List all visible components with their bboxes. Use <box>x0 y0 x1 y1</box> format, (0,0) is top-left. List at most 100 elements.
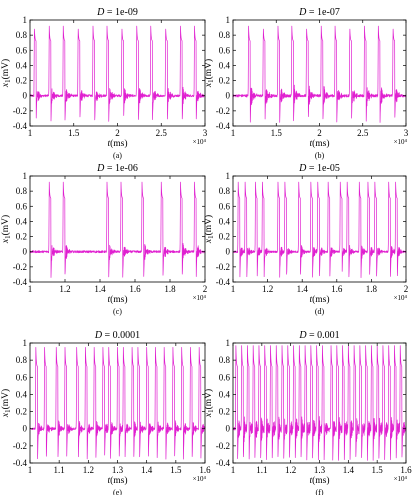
y-axis-unit: (mV) <box>0 389 11 410</box>
signal-trace-a <box>29 25 206 122</box>
y-axis-subscript: 1 <box>207 79 215 83</box>
y-tick-label: 1 <box>23 171 28 181</box>
y-tick-label: -0.2 <box>216 106 230 116</box>
y-axis-variable: x <box>204 82 214 88</box>
x-tick-label: 1.2 <box>262 284 273 294</box>
chart-title-c: D = 1e-06 <box>96 163 138 174</box>
y-axis-unit: (mV) <box>0 59 11 80</box>
panel-caption: (f) <box>316 488 324 495</box>
y-tick-label: -0.4 <box>216 458 231 468</box>
panel-caption: (a) <box>113 151 122 160</box>
title-value: = 0.0001 <box>102 330 140 341</box>
x-axis-unit: (ms) <box>110 294 127 305</box>
chart-title-e: D = 0.0001 <box>94 330 140 341</box>
x-tick-label: 2.5 <box>156 128 168 138</box>
y-tick-label: -0.2 <box>216 262 230 272</box>
y-axis-variable: x <box>204 412 214 418</box>
x-tick-label: 1.5 <box>68 128 80 138</box>
chart-title-a: D = 1e-09 <box>96 7 138 18</box>
panel-caption: (b) <box>315 151 325 160</box>
y-tick-label: -0.2 <box>13 441 27 451</box>
panel-caption: (e) <box>113 488 122 495</box>
y-axis-label: x1(mV) <box>203 389 215 418</box>
x-scale-factor: ×10⁴ <box>394 138 408 146</box>
x-tick-label: 1.4 <box>343 465 355 475</box>
y-tick-label: 1 <box>226 338 231 348</box>
title-value: = 1e-06 <box>104 163 137 174</box>
x-axis-variable: t <box>309 476 312 486</box>
title-variable: D <box>298 330 307 341</box>
y-tick-label: 1 <box>226 171 231 181</box>
x-tick-label: 1 <box>231 128 236 138</box>
panel-f: D = 0.001 1 1.1 1.2 1.3 1.4 1.5 1.6 -0.4 -0.2 0 0.2… <box>203 330 412 495</box>
y-tick-label: 0.6 <box>219 45 231 55</box>
y-tick-label: 0.4 <box>16 389 28 399</box>
x-axis-unit: (ms) <box>312 294 329 305</box>
title-variable: D <box>298 7 307 18</box>
signal-trace-c <box>29 181 206 278</box>
panel-a: D = 1e-09 1 1.5 2 2.5 3 -0.4 -0.2 0 0.2 0.4 0.6 0.8 1… <box>0 7 208 160</box>
y-axis-subscript: 1 <box>207 235 215 239</box>
y-axis-subscript: 1 <box>4 79 12 83</box>
y-tick-label: 0 <box>23 91 28 101</box>
signal-trace-e <box>29 346 206 460</box>
x-tick-label: 1.3 <box>314 465 326 475</box>
x-axis-variable: t <box>107 139 110 149</box>
y-tick-label: 0.4 <box>16 60 28 70</box>
y-tick-label: 1 <box>23 15 28 25</box>
signal-trace-b <box>232 25 407 123</box>
y-axis-subscript: 1 <box>4 235 12 239</box>
x-axis-variable: t <box>107 476 110 486</box>
y-tick-label: 0.6 <box>219 201 231 211</box>
y-tick-label: -0.4 <box>216 277 231 287</box>
signal-trace-d <box>232 181 407 278</box>
x-axis-label: t(ms) <box>107 138 127 149</box>
panel-e: D = 0.0001 1 1.1 1.2 1.3 1.4 1.5 1.6 -0.4 -0.2 0 0.… <box>0 330 211 495</box>
y-tick-label: -0.2 <box>216 441 230 451</box>
y-axis-variable: x <box>1 82 11 88</box>
x-axis-label: t(ms) <box>309 138 329 149</box>
y-tick-label: 0.4 <box>219 60 231 70</box>
plot-frame-a <box>29 19 206 127</box>
y-axis-subscript: 1 <box>207 409 215 413</box>
y-axis-subscript: 1 <box>4 409 12 413</box>
x-tick-label: 1.3 <box>112 465 124 475</box>
y-tick-label: 0.2 <box>16 232 27 242</box>
title-variable: D <box>298 163 307 174</box>
y-tick-label: -0.4 <box>13 458 28 468</box>
x-tick-label: 1 <box>231 284 236 294</box>
chart-title-f: D = 0.001 <box>298 330 339 341</box>
y-tick-label: 0.2 <box>16 407 27 417</box>
y-axis-unit: (mV) <box>203 389 214 410</box>
title-variable: D <box>96 7 105 18</box>
y-tick-label: 0.4 <box>219 216 231 226</box>
panel-c: D = 1e-06 1 1.2 1.4 1.6 1.8 2 -0.4 -0.2 0 0.2 0.4 0.… <box>0 163 207 316</box>
title-variable: D <box>94 330 103 341</box>
panel-b: D = 1e-07 1 1.5 2 2.5 3 -0.4 -0.2 0 0.2 0.4 0.6 0.8 1… <box>203 7 409 160</box>
y-axis-variable: x <box>1 238 11 244</box>
y-tick-label: 0 <box>23 424 28 434</box>
y-tick-label: 1 <box>226 15 231 25</box>
x-axis-unit: (ms) <box>312 475 329 486</box>
x-axis-unit: (ms) <box>110 475 127 486</box>
x-tick-label: 1 <box>231 465 236 475</box>
x-scale-factor: ×10⁴ <box>394 475 408 483</box>
title-value: = 1e-09 <box>104 7 137 18</box>
x-tick-label: 2.5 <box>357 128 369 138</box>
x-axis-unit: (ms) <box>110 138 127 149</box>
y-tick-label: 0.2 <box>219 232 230 242</box>
x-tick-label: 1.8 <box>366 284 378 294</box>
title-variable: D <box>96 163 105 174</box>
y-tick-label: 0.8 <box>219 355 231 365</box>
y-axis-label: x1(mV) <box>203 59 215 88</box>
y-tick-label: 0 <box>226 247 231 257</box>
x-scale-factor: ×10⁴ <box>394 294 408 302</box>
chart-title-b: D = 1e-07 <box>298 7 340 18</box>
x-tick-label: 1.6 <box>331 284 343 294</box>
x-axis-variable: t <box>107 295 110 305</box>
plot-frame-c <box>29 175 206 283</box>
x-tick-label: 1 <box>28 284 33 294</box>
y-tick-label: 0.8 <box>219 30 231 40</box>
y-tick-label: 0.4 <box>16 216 28 226</box>
